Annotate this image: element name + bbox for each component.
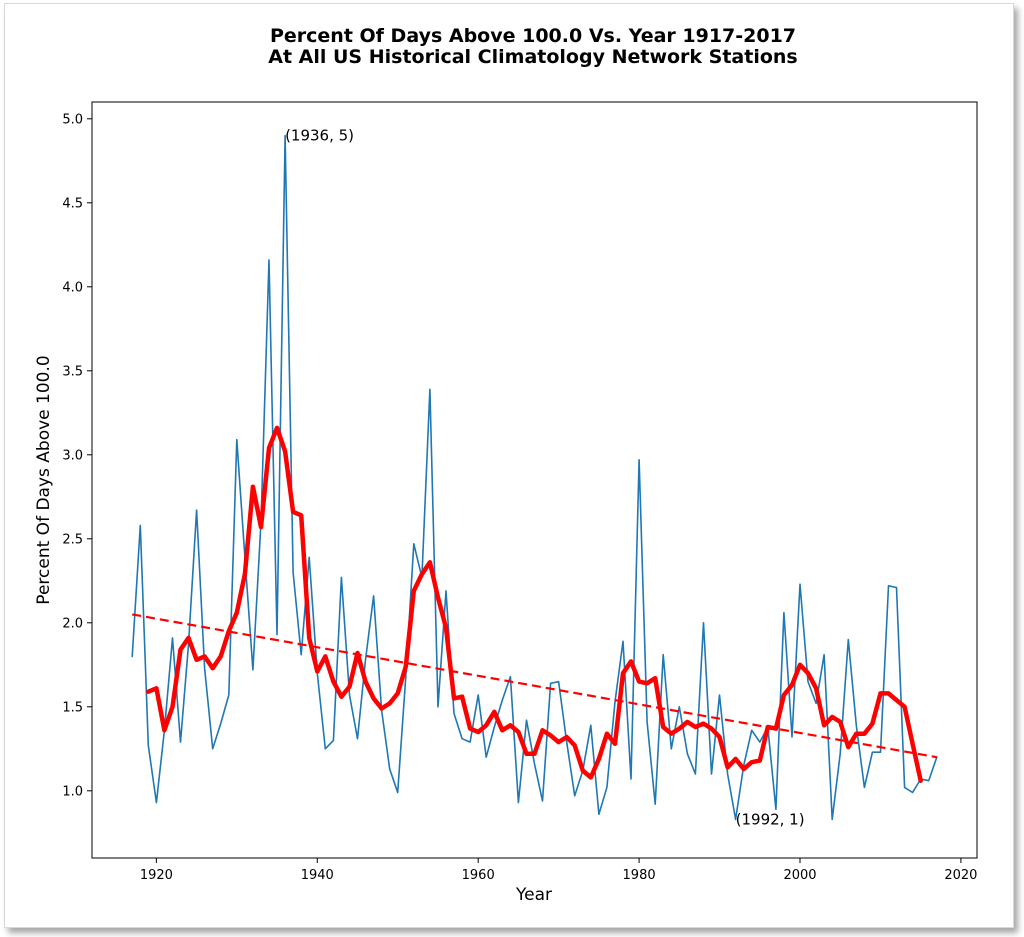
- y-axis-label: Percent Of Days Above 100.0: [34, 355, 54, 604]
- annotation-layer: (1936, 5) (1992, 1): [285, 127, 805, 829]
- plot-area: [91, 101, 978, 859]
- y-tick-label: 3.5: [62, 364, 83, 379]
- figure-frame: [4, 3, 1014, 928]
- y-tick-label: 4.5: [62, 196, 83, 211]
- x-tick-label: 1980: [623, 868, 656, 883]
- running-mean-line: [146, 425, 923, 783]
- annotation-label: (1936, 5): [285, 127, 354, 145]
- x-axis: 1920 1940 1960 1980 2000 2020: [140, 858, 977, 883]
- trend-line: [132, 613, 937, 759]
- y-tick-label: 2.0: [62, 616, 83, 631]
- x-tick-label: 1920: [140, 868, 173, 883]
- x-tick-label: 1960: [462, 868, 495, 883]
- y-tick-label: 1.5: [62, 700, 83, 715]
- x-axis-label: Year: [515, 885, 552, 905]
- annotation-label: (1992, 1): [736, 810, 805, 828]
- y-tick-label: 2.5: [62, 532, 83, 547]
- annual-percent-line: [131, 134, 938, 821]
- y-tick-label: 5.0: [62, 112, 83, 127]
- y-tick-label: 4.0: [62, 280, 83, 295]
- chart-subtitle: At All US Historical Climatology Network…: [268, 46, 798, 68]
- y-tick-label: 3.0: [62, 448, 83, 463]
- x-tick-label: 2020: [944, 868, 977, 883]
- x-tick-label: 1940: [301, 868, 334, 883]
- x-tick-label: 2000: [783, 868, 816, 883]
- y-tick-label: 1.0: [62, 784, 83, 799]
- chart-title: Percent Of Days Above 100.0 Vs. Year 191…: [270, 25, 796, 47]
- y-axis: 1.0 1.5 2.0 2.5 3.0 3.5 4.0 4.5 5.0: [62, 112, 92, 799]
- series-layer: [131, 134, 938, 821]
